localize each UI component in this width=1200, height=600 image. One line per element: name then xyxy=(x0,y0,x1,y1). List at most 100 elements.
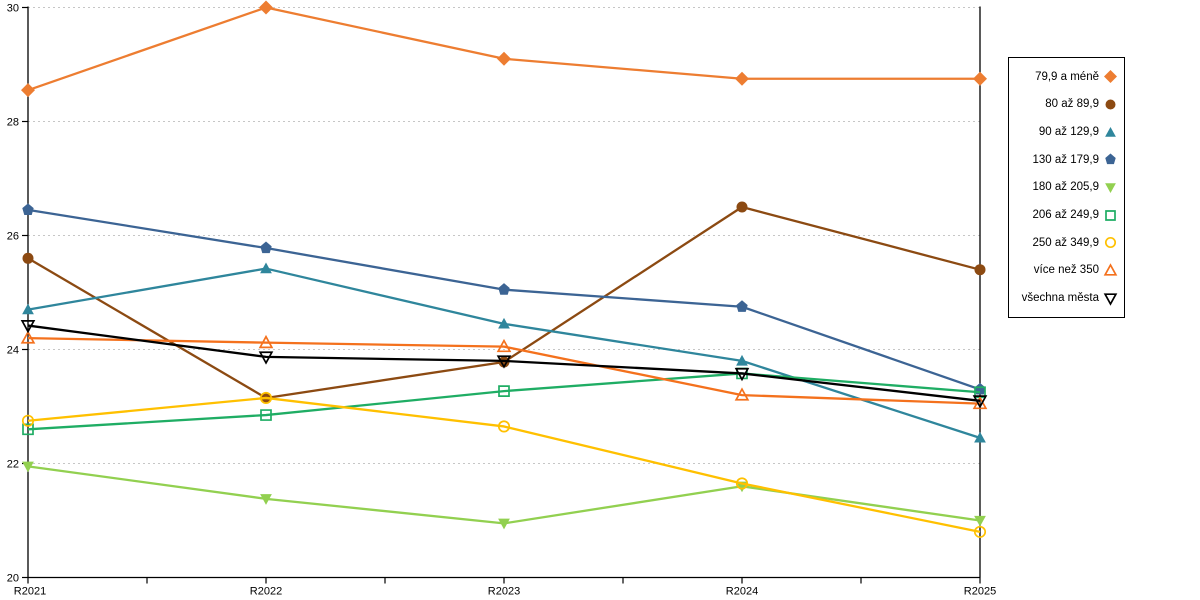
series-markers-3 xyxy=(22,262,986,443)
legend-label: 90 až 129,9 xyxy=(1038,126,1099,139)
data-point-marker xyxy=(498,317,510,329)
legend-label: všechna města xyxy=(1021,292,1099,305)
data-point-marker xyxy=(498,283,510,295)
data-point-marker xyxy=(497,51,511,66)
gridlines xyxy=(28,7,980,464)
series-group xyxy=(20,0,988,538)
data-point-marker xyxy=(1105,99,1116,110)
legend-item: 90 až 129,9 xyxy=(1013,125,1118,140)
legend-marker-triangle-up xyxy=(1105,126,1116,137)
data-point-marker xyxy=(973,525,987,538)
legend-marker-circle-open xyxy=(1104,237,1117,249)
y-tick-label: 24 xyxy=(7,345,19,357)
data-point-marker xyxy=(736,354,748,366)
data-point-marker xyxy=(497,420,511,433)
data-point-marker xyxy=(974,515,986,527)
legend-label: více než 350 xyxy=(1033,264,1099,277)
legend-marker-square-open xyxy=(1105,209,1116,221)
x-tick-label: R2025 xyxy=(964,586,996,598)
y-tick-label: 30 xyxy=(7,3,19,15)
data-point-marker xyxy=(22,461,34,473)
legend-item: více než 350 xyxy=(1013,263,1118,278)
data-point-marker xyxy=(258,351,274,365)
data-point-marker xyxy=(258,334,274,349)
x-tick-label: R2024 xyxy=(726,586,758,598)
data-point-marker xyxy=(496,355,512,369)
legend-item: 206 až 249,9 xyxy=(1013,208,1118,223)
data-point-marker xyxy=(22,303,34,315)
data-point-marker xyxy=(260,409,272,421)
legend-label: 79,9 a méně xyxy=(1035,70,1099,83)
legend-marker-triangle-down-open xyxy=(1103,292,1118,306)
data-point-marker xyxy=(1105,153,1116,165)
series-line-8 xyxy=(27,336,981,405)
legend-label: 250 až 349,9 xyxy=(1032,236,1099,249)
data-point-marker xyxy=(20,320,36,334)
series-markers-9 xyxy=(20,320,988,409)
data-point-marker xyxy=(21,83,35,98)
series-line-9 xyxy=(27,324,981,402)
legend-item: 79,9 a méně xyxy=(1013,69,1118,84)
y-tick-label: 20 xyxy=(7,573,19,585)
y-tick-label: 22 xyxy=(7,459,19,471)
chart-legend: 79,9 a méně 80 až 89,9 90 až 129,9 130 až 1… xyxy=(1008,57,1125,318)
legend-label: 206 až 249,9 xyxy=(1032,209,1099,222)
series-markers-4 xyxy=(22,203,986,395)
data-point-marker xyxy=(1104,237,1117,249)
legend-marker-triangle-down xyxy=(1105,183,1116,193)
legend-label: 130 až 179,9 xyxy=(1032,153,1099,166)
data-point-marker xyxy=(22,203,34,215)
legend-label: 80 až 89,9 xyxy=(1045,98,1099,111)
series-line-5 xyxy=(27,465,981,525)
data-point-marker xyxy=(1105,209,1116,221)
x-tick-label: R2021 xyxy=(14,586,46,598)
data-point-marker xyxy=(734,367,750,382)
data-point-marker xyxy=(22,252,34,264)
y-axis-ticks: 20 22 24 26 28 30 xyxy=(7,3,28,585)
data-point-marker xyxy=(1104,70,1117,84)
series-line-7 xyxy=(27,396,981,534)
data-point-marker xyxy=(736,201,748,213)
data-point-marker xyxy=(974,431,986,443)
legend-marker-diamond xyxy=(1104,70,1117,84)
y-tick-label: 28 xyxy=(7,117,19,129)
data-point-marker xyxy=(496,338,512,353)
data-point-marker xyxy=(735,71,749,86)
series-markers-1 xyxy=(21,0,987,98)
data-point-marker xyxy=(1105,126,1116,137)
legend-item: 180 až 205,9 xyxy=(1013,180,1118,195)
data-point-marker xyxy=(20,330,36,344)
data-point-marker xyxy=(974,264,986,276)
data-point-marker xyxy=(21,414,35,427)
x-tick-label: R2023 xyxy=(488,586,520,598)
legend-label: 180 až 205,9 xyxy=(1032,181,1099,194)
data-point-marker xyxy=(973,71,987,86)
data-point-marker xyxy=(498,518,510,530)
data-point-marker xyxy=(735,477,749,490)
legend-item: 250 až 349,9 xyxy=(1013,235,1118,250)
legend-marker-circle xyxy=(1105,99,1116,110)
y-tick-label: 26 xyxy=(7,231,19,243)
legend-item: 130 až 179,9 xyxy=(1013,152,1118,167)
data-point-marker xyxy=(734,387,750,401)
data-point-marker xyxy=(1103,263,1118,276)
data-point-marker xyxy=(259,0,273,15)
data-point-marker xyxy=(22,423,34,436)
data-point-marker xyxy=(972,395,988,409)
data-point-marker xyxy=(1105,183,1116,193)
data-point-marker xyxy=(260,241,272,254)
legend-marker-triangle-up-open xyxy=(1103,263,1118,276)
series-line-6 xyxy=(27,372,981,431)
x-axis-ticks: R2021 R2022 R2023 R2024 R2025 xyxy=(14,577,996,598)
data-point-marker xyxy=(260,262,272,274)
data-point-marker xyxy=(498,385,510,397)
data-point-marker xyxy=(736,300,748,312)
data-point-marker xyxy=(1103,292,1118,306)
series-line-1 xyxy=(27,6,980,92)
legend-marker-pentagon xyxy=(1105,153,1116,165)
series-markers-6 xyxy=(22,367,986,436)
data-point-marker xyxy=(259,391,273,404)
series-markers-7 xyxy=(21,391,987,538)
